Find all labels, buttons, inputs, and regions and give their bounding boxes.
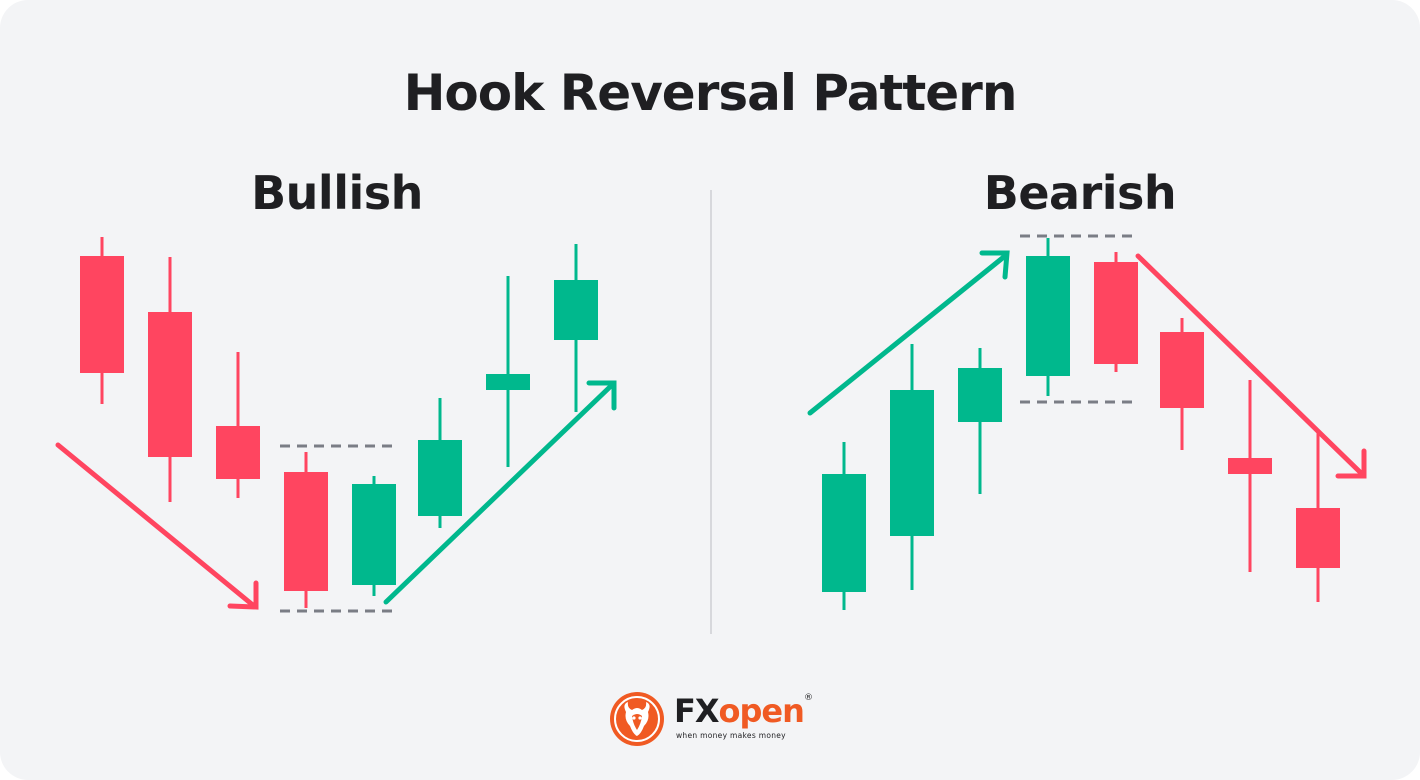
brand-tagline: when money makes money xyxy=(676,731,786,740)
bullish-candle xyxy=(352,476,396,596)
bullish-candle xyxy=(958,348,1002,494)
downtrend-arrow xyxy=(1135,253,1367,479)
bearish-candle xyxy=(80,237,124,404)
bearish-pattern xyxy=(807,234,1367,610)
bullish-candle xyxy=(822,442,866,610)
brand-name: FXopen xyxy=(674,692,805,730)
registered-mark: ® xyxy=(804,693,813,703)
bullish-candle xyxy=(486,276,530,467)
bullish-pattern xyxy=(55,237,617,613)
bullish-panel-title: Bullish xyxy=(251,166,423,220)
bullish-candle xyxy=(554,244,598,412)
bearish-candle xyxy=(1160,318,1204,450)
bull-emblem-icon xyxy=(610,692,664,746)
bearish-panel-title: Bearish xyxy=(983,166,1177,220)
brand-prefix: FX xyxy=(674,692,720,730)
bearish-candle xyxy=(148,257,192,502)
bearish-candle xyxy=(1228,380,1272,572)
bullish-candle xyxy=(890,344,934,590)
bearish-candle xyxy=(216,352,260,498)
downtrend-arrow xyxy=(55,442,259,610)
brand-suffix: open xyxy=(718,692,805,730)
bearish-candle xyxy=(1296,432,1340,602)
bearish-candle xyxy=(1094,252,1138,372)
bullish-candle xyxy=(1026,238,1070,396)
bullish-candle xyxy=(418,398,462,528)
page-title: Hook Reversal Pattern xyxy=(403,64,1018,122)
fxopen-logo: FXopen ® when money makes money xyxy=(608,690,828,750)
uptrend-arrow xyxy=(383,380,617,605)
uptrend-arrow xyxy=(807,250,1010,416)
bearish-candle xyxy=(284,452,328,608)
